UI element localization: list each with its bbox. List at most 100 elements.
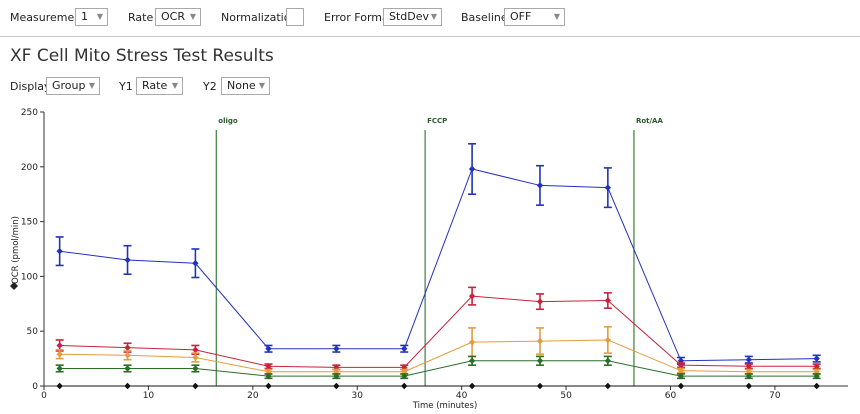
y1-label: Y1 xyxy=(119,80,133,93)
series-line xyxy=(59,339,817,373)
measurement-dropdown[interactable]: 1 ▼ xyxy=(75,8,108,26)
data-point xyxy=(604,336,612,344)
x-tick-label: 20 xyxy=(247,391,259,401)
data-point xyxy=(536,182,544,189)
display-value: Group xyxy=(52,79,86,92)
data-point xyxy=(745,372,753,380)
data-point xyxy=(536,337,544,345)
data-point xyxy=(468,165,476,173)
data-point xyxy=(468,357,476,364)
data-point xyxy=(468,338,476,346)
y-axis-label-group: OCR (pmol/min) xyxy=(11,216,21,284)
data-point xyxy=(813,382,820,390)
chevron-down-icon: ▼ xyxy=(258,81,265,90)
data-point xyxy=(604,382,612,390)
y2-label: Y2 xyxy=(203,80,217,93)
y-axis-marker-icon xyxy=(10,282,18,290)
data-point xyxy=(536,357,544,364)
error-format-value: StdDev xyxy=(389,10,430,23)
data-point xyxy=(468,292,476,300)
data-point xyxy=(192,260,199,267)
data-point xyxy=(56,365,63,372)
data-point xyxy=(192,365,199,372)
error-format-dropdown[interactable]: StdDev ▼ xyxy=(383,8,442,26)
x-tick-label: 40 xyxy=(456,391,468,401)
injection-label: oligo xyxy=(218,117,238,125)
data-point xyxy=(333,345,340,352)
x-tick-label: 60 xyxy=(665,391,677,401)
data-point xyxy=(401,345,408,352)
rate-dropdown[interactable]: OCR ▼ xyxy=(155,8,201,26)
y1-value: Rate xyxy=(142,79,168,92)
x-tick-label: 0 xyxy=(41,391,47,401)
y2-dropdown[interactable]: None ▼ xyxy=(221,77,270,95)
rate-label: Rate xyxy=(128,11,154,24)
data-point xyxy=(604,297,612,304)
data-point xyxy=(677,367,685,374)
data-point xyxy=(604,184,612,191)
data-point xyxy=(401,382,408,390)
injection-label: FCCP xyxy=(427,117,447,125)
data-point xyxy=(124,382,131,390)
data-point xyxy=(192,346,199,354)
y-tick-label: 100 xyxy=(21,272,38,282)
data-point xyxy=(813,372,820,380)
data-point xyxy=(124,256,131,264)
data-point xyxy=(265,382,272,390)
data-point xyxy=(56,247,63,255)
normalization-label: Normalization xyxy=(221,11,298,24)
y-tick-label: 150 xyxy=(21,218,38,228)
data-point xyxy=(56,342,63,349)
data-point xyxy=(745,382,753,390)
data-series xyxy=(55,286,821,371)
chevron-down-icon: ▼ xyxy=(189,12,196,21)
x-axis-label: Time (minutes) xyxy=(412,401,478,411)
data-point xyxy=(677,382,685,390)
data-point xyxy=(56,351,63,358)
y-tick-label: 200 xyxy=(21,163,38,173)
y-axis-label: OCR (pmol/min) xyxy=(11,216,21,284)
data-point xyxy=(677,372,685,380)
baseline-value: OFF xyxy=(510,10,532,23)
data-point xyxy=(745,356,753,363)
chart-axes: 0 50 100 150 200 250 0 10 20 30 40 50 60 70 xyxy=(21,108,848,401)
data-point xyxy=(604,357,612,364)
x-tick-label: 10 xyxy=(143,391,155,401)
baseline-dropdown[interactable]: OFF ▼ xyxy=(504,8,565,26)
data-point xyxy=(468,382,476,390)
data-point xyxy=(265,363,272,370)
data-point xyxy=(265,345,272,352)
data-series xyxy=(55,355,821,380)
series-line xyxy=(59,360,817,377)
data-point xyxy=(333,382,340,390)
data-point xyxy=(536,382,544,390)
y1-dropdown[interactable]: Rate ▼ xyxy=(136,77,183,95)
error-format-label: Error Format xyxy=(324,11,394,24)
y2-value: None xyxy=(227,79,256,92)
data-point xyxy=(56,382,63,390)
injection-lines: oligo FCCP Rot/AA xyxy=(215,117,663,386)
chevron-down-icon: ▼ xyxy=(96,12,103,21)
data-point xyxy=(192,354,199,361)
data-series xyxy=(56,382,820,390)
page-title: XF Cell Mito Stress Test Results xyxy=(10,46,274,66)
display-dropdown[interactable]: Group ▼ xyxy=(46,77,100,95)
data-point xyxy=(192,382,199,390)
series-line xyxy=(59,168,817,362)
chevron-down-icon: ▼ xyxy=(88,81,95,90)
data-point xyxy=(124,344,131,351)
y-tick-label: 50 xyxy=(27,327,39,337)
data-point xyxy=(813,363,820,370)
chevron-down-icon: ▼ xyxy=(553,12,560,21)
data-point xyxy=(124,352,131,359)
chevron-down-icon: ▼ xyxy=(430,12,437,21)
data-point xyxy=(536,298,544,305)
data-point xyxy=(265,372,272,380)
normalization-checkbox[interactable] xyxy=(286,8,304,26)
y-tick-label: 0 xyxy=(32,382,38,392)
chart-series xyxy=(55,142,821,390)
series-line xyxy=(59,295,817,368)
rate-value: OCR xyxy=(161,10,185,23)
measurement-label: Measurement xyxy=(10,11,86,24)
